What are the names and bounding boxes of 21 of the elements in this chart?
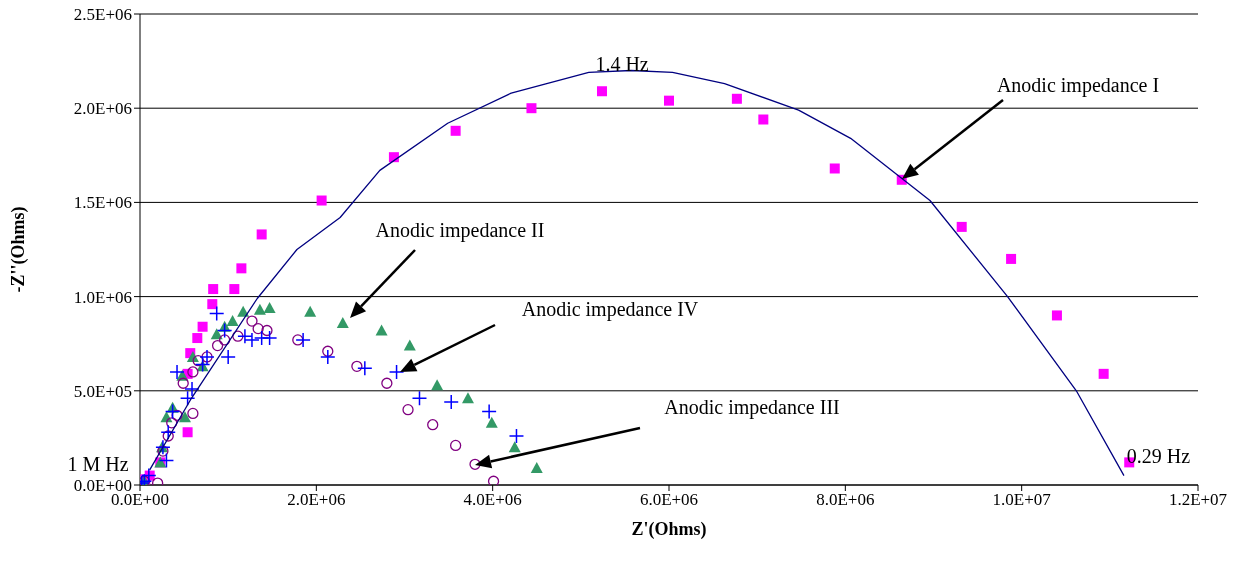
annotation: Anodic impedance III [664, 395, 840, 419]
x-tick-label: 2.0E+06 [287, 490, 346, 510]
y-tick-label: 2.5E+06 [73, 5, 132, 25]
annotation: 1 M Hz [67, 452, 129, 475]
annotation: Anodic impedance II [375, 218, 545, 242]
y-tick-label: 1.0E+06 [73, 287, 132, 307]
x-tick-label: 1.2E+07 [1168, 490, 1228, 510]
x-tick-label: 4.0E+06 [463, 490, 522, 510]
x-tick-label: 6.0E+06 [639, 490, 699, 510]
annotation: Anodic impedance IV [521, 297, 699, 321]
y-tick-label: 1.5E+06 [73, 193, 132, 213]
annotation: 1.4 Hz [595, 53, 649, 76]
y-tick-label: 5.0E+05 [73, 381, 132, 401]
annotation: 0.29 Hz [1126, 444, 1191, 467]
annotation: Anodic impedance I [996, 73, 1160, 97]
x-tick-label: 8.0E+06 [816, 490, 875, 510]
x-axis-title: Z'(Ohms) [631, 519, 707, 540]
x-tick-label: 1.0E+07 [992, 490, 1052, 510]
x-tick-label: 0.0E+00 [110, 490, 170, 510]
y-tick-label: 2.0E+06 [73, 99, 132, 119]
y-axis-title: -Z''(Ohms) [8, 206, 30, 293]
